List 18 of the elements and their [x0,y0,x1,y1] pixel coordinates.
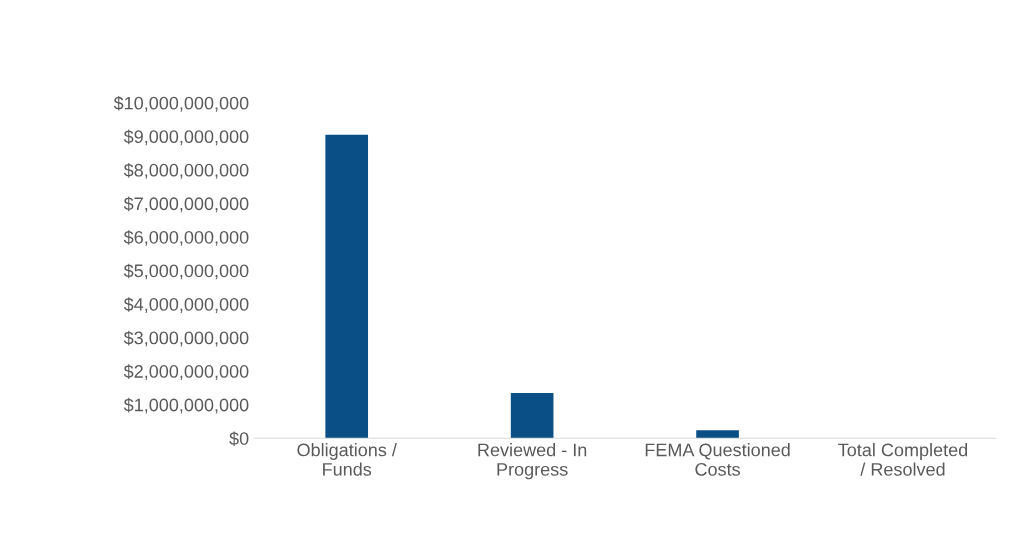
bar [325,134,369,439]
x-tick-label: Reviewed - In Progress [478,443,587,480]
y-tick-label: $3,000,000,000 [123,330,249,347]
y-tick-label: $0 [229,431,249,446]
y-tick-label: $9,000,000,000 [123,129,249,146]
y-tick-label: $2,000,000,000 [123,364,249,380]
x-tick-label: Total Completed / Resolved [838,443,968,476]
bar [510,392,554,439]
y-tick-label: $10,000,000,000 [113,95,249,112]
y-tick-label: $7,000,000,000 [123,196,249,213]
y-tick-label: $6,000,000,000 [123,230,249,246]
y-tick-label: $1,000,000,000 [123,397,249,414]
y-tick-label: $4,000,000,000 [123,297,249,313]
y-tick-label: $8,000,000,000 [123,163,249,179]
y-tick-label: $5,000,000,000 [123,263,249,280]
x-tick-label: FEMA Questioned Costs [645,443,790,476]
bar [696,430,739,439]
x-tick-label: Obligations / Funds [297,443,397,476]
